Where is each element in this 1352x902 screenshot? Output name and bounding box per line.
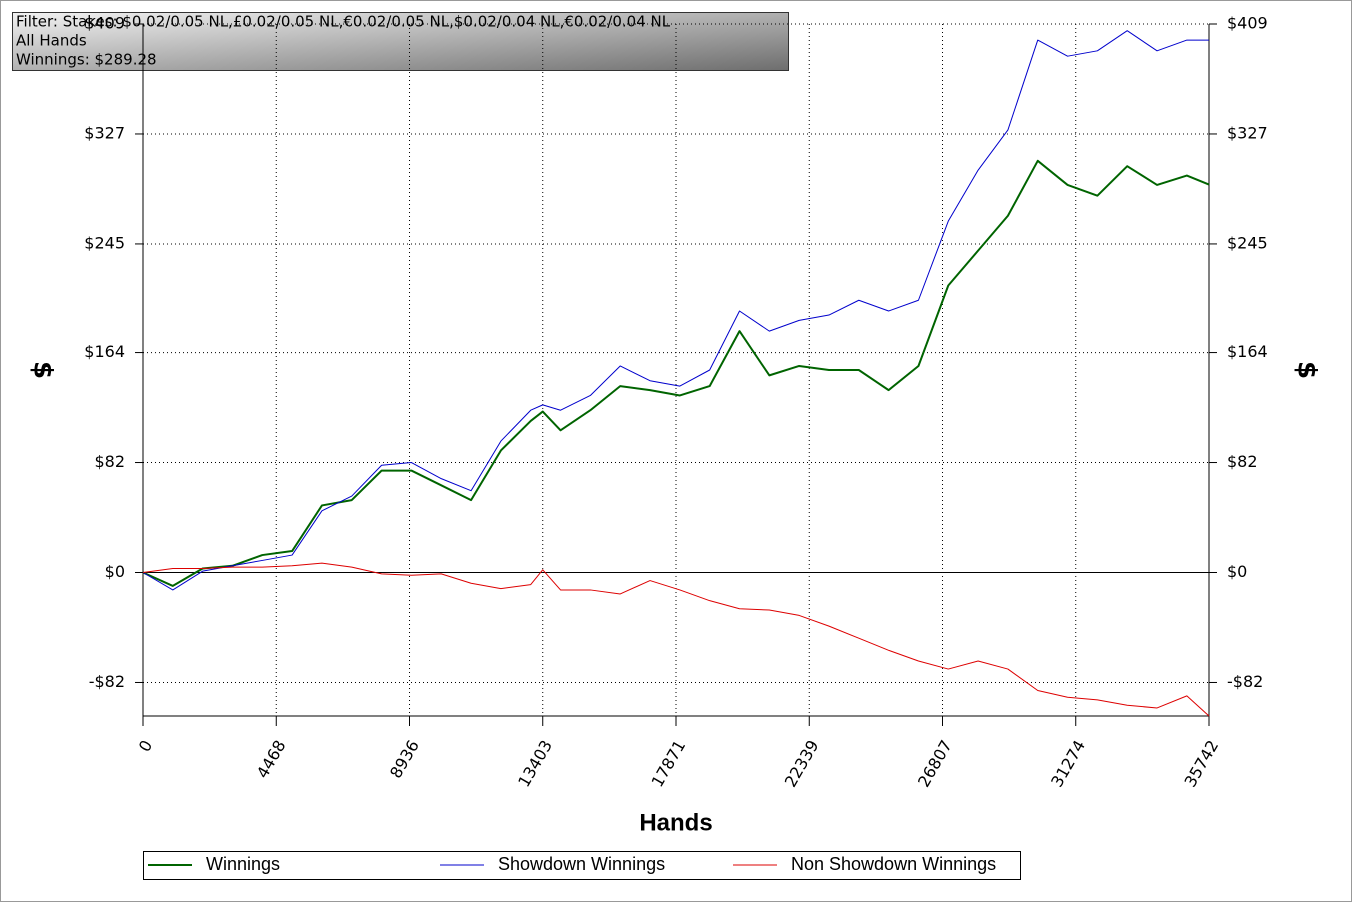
title-line: Filter: Stakes: $0.02/0.05 NL,£0.02/0.05… — [16, 13, 671, 31]
y-tick-label: $164 — [84, 342, 125, 361]
series-line — [142, 159, 1210, 587]
y2-tick-label: $164 — [1227, 342, 1268, 361]
title-line: All Hands — [16, 32, 87, 50]
y2-tick-label: $82 — [1227, 452, 1258, 471]
x-axis-label: Hands — [639, 809, 712, 836]
series-line — [142, 562, 1210, 717]
y-tick-label: -$82 — [89, 672, 125, 691]
y-axis-label: $ — [28, 361, 58, 379]
y2-axis-label: $ — [1292, 361, 1322, 379]
legend-label: Showdown Winnings — [498, 854, 665, 874]
title-box — [12, 12, 789, 71]
title-line: Winnings: $289.28 — [16, 51, 157, 69]
legend-label: Winnings — [206, 854, 280, 874]
series-line — [142, 30, 1209, 591]
y-tick-label: $245 — [84, 233, 125, 252]
y-tick-label: $327 — [84, 123, 125, 142]
y-tick-label: $82 — [94, 452, 125, 471]
y-tick-label: $0 — [105, 562, 125, 581]
y2-tick-label: $245 — [1227, 233, 1268, 252]
legend — [143, 851, 1021, 880]
y2-tick-label: $0 — [1227, 562, 1247, 581]
y2-tick-label: $327 — [1227, 123, 1268, 142]
y-tick-label: $409 — [84, 14, 125, 33]
y2-tick-label: -$82 — [1227, 672, 1263, 691]
legend-label: Non Showdown Winnings — [791, 854, 996, 874]
y2-tick-label: $409 — [1227, 14, 1268, 33]
